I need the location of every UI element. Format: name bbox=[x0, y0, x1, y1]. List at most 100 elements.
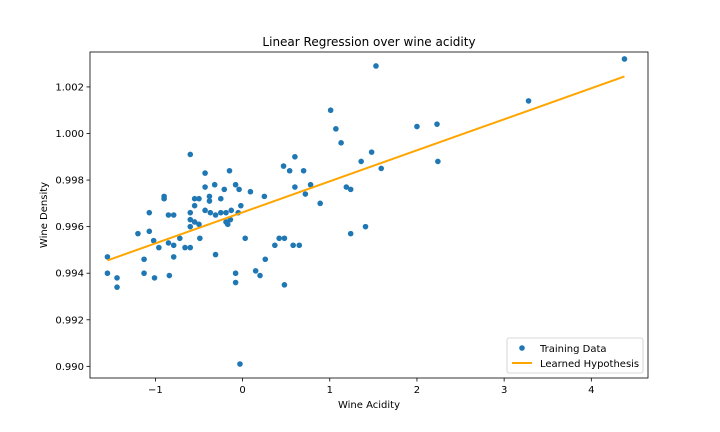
data-point bbox=[286, 167, 293, 174]
data-point bbox=[257, 272, 263, 279]
data-point bbox=[302, 191, 309, 197]
data-point bbox=[170, 242, 177, 249]
data-point bbox=[272, 242, 278, 249]
data-point bbox=[146, 209, 153, 216]
data-point bbox=[197, 235, 203, 242]
x-tick-label: 1 bbox=[327, 385, 333, 396]
data-point bbox=[217, 195, 224, 202]
regression-line bbox=[107, 75, 625, 262]
data-point bbox=[300, 167, 307, 174]
data-point bbox=[191, 195, 198, 202]
data-point bbox=[232, 270, 239, 277]
legend-label-training-data: Training Data bbox=[539, 344, 607, 355]
data-point bbox=[202, 184, 208, 190]
data-point bbox=[525, 98, 532, 104]
x-tick-label: −1 bbox=[148, 385, 163, 396]
data-point bbox=[187, 216, 194, 223]
data-point bbox=[373, 63, 379, 69]
data-point bbox=[317, 200, 323, 207]
data-point bbox=[242, 235, 248, 242]
data-point bbox=[296, 242, 303, 249]
data-point bbox=[196, 195, 202, 202]
data-point bbox=[347, 230, 354, 237]
x-axis-label: Wine Acidity bbox=[338, 400, 400, 411]
data-point bbox=[187, 151, 194, 158]
data-point bbox=[165, 240, 172, 246]
data-point bbox=[187, 223, 194, 230]
y-tick-label: 0.992 bbox=[55, 315, 84, 326]
data-point bbox=[170, 212, 177, 218]
y-tick-label: 1.000 bbox=[55, 129, 84, 140]
data-point bbox=[187, 244, 194, 251]
data-point bbox=[238, 202, 244, 209]
data-point bbox=[224, 221, 231, 228]
data-point bbox=[114, 284, 120, 290]
data-point bbox=[104, 270, 111, 277]
data-point bbox=[206, 198, 213, 204]
data-point bbox=[228, 207, 235, 214]
legend-label-learned-hypothesis: Learned Hypothesis bbox=[540, 359, 639, 370]
data-point bbox=[276, 235, 282, 242]
x-tick-label: 0 bbox=[239, 385, 245, 396]
data-point bbox=[290, 242, 296, 249]
data-point bbox=[368, 149, 375, 155]
y-tick-label: 0.998 bbox=[55, 176, 84, 187]
data-point bbox=[307, 181, 314, 188]
data-point bbox=[338, 140, 344, 146]
data-point bbox=[211, 181, 218, 188]
data-point bbox=[104, 254, 111, 260]
plot-area bbox=[104, 56, 628, 367]
data-point bbox=[362, 223, 369, 230]
legend: Training Data Learned Hypothesis bbox=[506, 337, 644, 374]
data-point bbox=[621, 56, 628, 62]
data-point bbox=[202, 170, 208, 176]
data-point bbox=[135, 230, 141, 237]
data-point bbox=[114, 275, 120, 281]
data-point bbox=[237, 361, 243, 367]
data-point bbox=[281, 282, 288, 288]
data-point bbox=[327, 107, 334, 114]
data-point bbox=[202, 207, 208, 214]
data-point bbox=[177, 235, 183, 242]
data-point bbox=[170, 254, 177, 260]
data-point bbox=[281, 235, 288, 242]
plot-frame bbox=[89, 51, 649, 379]
data-point bbox=[217, 209, 224, 216]
data-point bbox=[333, 126, 339, 132]
x-axis: −1 0 1 2 3 4 bbox=[148, 378, 595, 396]
data-point bbox=[156, 244, 162, 251]
y-tick-label: 0.994 bbox=[55, 269, 84, 280]
data-point bbox=[414, 123, 420, 130]
data-point bbox=[435, 158, 441, 165]
data-point bbox=[223, 209, 229, 216]
data-point bbox=[378, 165, 385, 172]
data-point bbox=[221, 186, 228, 193]
data-point bbox=[187, 209, 194, 216]
data-point bbox=[252, 268, 259, 274]
x-tick-label: 3 bbox=[501, 385, 507, 396]
data-point bbox=[292, 153, 298, 160]
data-point bbox=[207, 209, 214, 216]
data-point bbox=[151, 275, 158, 281]
legend-box bbox=[506, 337, 644, 374]
y-axis: 0.990 0.992 0.994 0.996 0.998 1.000 1.002 bbox=[55, 82, 90, 373]
data-point bbox=[150, 237, 157, 244]
y-tick-label: 1.002 bbox=[55, 82, 84, 93]
data-point bbox=[226, 167, 233, 174]
data-point bbox=[196, 221, 202, 228]
x-tick-label: 4 bbox=[588, 385, 594, 396]
legend-marker-training-data bbox=[519, 345, 525, 351]
data-point bbox=[232, 279, 239, 286]
data-point bbox=[434, 121, 440, 127]
data-point bbox=[141, 270, 147, 277]
data-point bbox=[141, 256, 147, 263]
data-point bbox=[166, 272, 173, 279]
y-tick-label: 0.990 bbox=[55, 362, 84, 373]
data-point bbox=[236, 186, 242, 193]
data-point bbox=[182, 244, 188, 251]
data-point bbox=[227, 216, 234, 223]
data-point bbox=[212, 251, 219, 258]
data-point bbox=[161, 195, 167, 202]
chart-title: Linear Regression over wine acidity bbox=[262, 35, 475, 49]
